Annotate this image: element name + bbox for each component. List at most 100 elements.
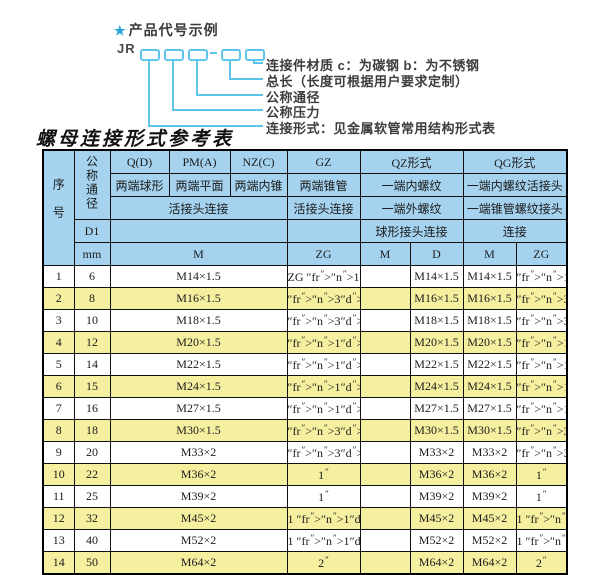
cell-qg_zg: ″fr″>″n″>1″d″>2″ — [515, 397, 568, 420]
cell-qz_m — [359, 441, 411, 464]
header-nz: NZ(C) — [229, 149, 288, 174]
cell-qz_m — [359, 485, 411, 508]
cell-dn: 16 — [73, 397, 111, 420]
cell-gz_zg: 1 ″fr″>″n″>1″d″>2″ — [286, 529, 361, 552]
header-qg-m: M — [462, 242, 517, 266]
cell-qz_m — [359, 529, 411, 552]
header-d1: D1 — [73, 219, 111, 243]
cell-qz_d: M18×1.5 — [409, 309, 464, 332]
header-qg: QG形式 — [462, 149, 568, 174]
header-qg-conn: 连接 — [462, 219, 568, 243]
header-qz-desc2: 一端外螺纹 — [359, 196, 464, 220]
cell-qg_m: M45×2 — [462, 507, 517, 530]
cell-dn: 14 — [73, 353, 111, 376]
cell-gz_zg: ″fr″>″n″>3″d″>8″ — [286, 309, 361, 332]
cell-gz_zg: 2″ — [286, 551, 361, 575]
header-qz-conn: 球形接头连接 — [359, 219, 464, 243]
cell-qz_m — [359, 287, 411, 310]
cell-qz_d: M64×2 — [409, 551, 464, 575]
cell-qz_m — [359, 331, 411, 354]
cell-m: M33×2 — [109, 441, 288, 464]
cell-dn: 8 — [73, 287, 111, 310]
connector-line — [148, 125, 263, 127]
cell-seq: 11 — [42, 485, 75, 508]
cell-gz_zg: ″fr″>″n″>1″d″>2″ — [286, 375, 361, 398]
cell-m: M36×2 — [109, 463, 288, 486]
cell-qg_zg: ″fr″>″n″>1″d″>2″ — [515, 375, 568, 398]
cell-qg_zg: ″fr″>″n″>3″d″>4″ — [515, 419, 568, 442]
cell-gz_zg: ″fr″>″n″>3″d″>8″ — [286, 287, 361, 310]
header-nz-desc: 两端内锥 — [229, 173, 288, 197]
cell-m: M64×2 — [109, 551, 288, 575]
cell-dn: 50 — [73, 551, 111, 575]
cell-dn: 22 — [73, 463, 111, 486]
cell-qg_m: M16×1.5 — [462, 287, 517, 310]
cell-qg_m: M39×2 — [462, 485, 517, 508]
cell-m: M52×2 — [109, 529, 288, 552]
connector-line — [229, 59, 231, 80]
cell-qz_m — [359, 419, 411, 442]
diagram-label-diameter: 公称通径 — [266, 90, 321, 105]
cell-qz_m — [359, 353, 411, 376]
header-m: M — [109, 242, 288, 266]
cell-qg_zg: ″fr″>″n″>3″d″>4″ — [515, 441, 568, 464]
code-box-5 — [245, 49, 265, 61]
table-title: 螺母连接形式参考表 — [36, 129, 235, 150]
cell-m: M24×1.5 — [109, 375, 288, 398]
connector-line — [253, 62, 263, 64]
table-row: 412M20×1.5″fr″>″n″>1″d″>2″M20×1.5M20×1.5… — [42, 331, 568, 354]
cell-qz_d: M45×2 — [409, 507, 464, 530]
cell-gz_zg: 1″ — [286, 463, 361, 486]
cell-qg_zg: ″fr″>″n″>1″d″>4″ — [515, 265, 568, 288]
connector-line — [172, 109, 263, 111]
header-qz-d: D — [409, 242, 464, 266]
cell-m: M27×1.5 — [109, 397, 288, 420]
cell-dn: 10 — [73, 309, 111, 332]
cell-gz_zg: 1″ — [286, 485, 361, 508]
cell-qz_d: M24×1.5 — [409, 375, 464, 398]
cell-qz_d: M22×1.5 — [409, 353, 464, 376]
header-qz-m: M — [359, 242, 411, 266]
code-prefix: JR — [117, 41, 136, 56]
code-box-2 — [164, 49, 184, 61]
cell-qz_d: M39×2 — [409, 485, 464, 508]
cell-qz_m — [359, 375, 411, 398]
header-dn: 公称通径 — [73, 149, 111, 220]
table-row: 514M22×1.5″fr″>″n″>1″d″>2″M22×1.5M22×1.5… — [42, 353, 568, 376]
cell-qz_m — [359, 397, 411, 420]
diagram-heading: ★ 产品代号示例 — [114, 20, 219, 40]
cell-gz_zg: ″fr″>″n″>1″d″>2″ — [286, 397, 361, 420]
cell-seq: 13 — [42, 529, 75, 552]
cell-qz_d: M30×1.5 — [409, 419, 464, 442]
reference-table: 序号 公称通径 Q(D) PM(A) NZ(C) GZ QZ形式 QG形式 两端… — [42, 149, 568, 575]
cell-qg_m: M14×1.5 — [462, 265, 517, 288]
cell-qg_zg: ″fr″>″n″>1″d″>2″ — [515, 331, 568, 354]
connector-line — [148, 59, 150, 127]
diagram-label-connection: 连接形式：见金属软管常用结构形式表 — [266, 121, 496, 136]
cell-qz_d: M52×2 — [409, 529, 464, 552]
cell-m: M30×1.5 — [109, 419, 288, 442]
header-gz-conn: 活接头连接 — [286, 196, 361, 220]
cell-qg_zg: 1 ″fr″>″n″>1″d″>4″ — [515, 507, 568, 530]
cell-seq: 12 — [42, 507, 75, 530]
cell-qg_zg: 1″ — [515, 463, 568, 486]
header-gz-desc: 两端锥管 — [286, 173, 361, 197]
header-qg-desc2: 一端锥管螺纹接头 — [462, 196, 568, 220]
table-row: 310M18×1.5″fr″>″n″>3″d″>8″M18×1.5M18×1.5… — [42, 309, 568, 332]
cell-qg_zg: ″fr″>″n″>3″d″>8″ — [515, 287, 568, 310]
cell-qg_zg: ″fr″>″n″>1″d″>2″ — [515, 353, 568, 376]
diagram-label-material: 连接件材质 c：为碳钢 b：为不锈钢 — [266, 58, 480, 73]
cell-qg_zg: ″fr″>″n″>3″d″>8″ — [515, 309, 568, 332]
table-row: 14 50 M64×2 2″ M64×2 M64×2 2″ — [42, 551, 568, 575]
header-gz: GZ — [286, 149, 361, 174]
cell-seq: 2 — [42, 287, 75, 310]
product-code-diagram: ★ 产品代号示例 JR 连接件材质 c：为碳钢 b：为不锈钢 总长（长度可根据用户… — [0, 0, 600, 148]
table-header: 序号 公称通径 Q(D) PM(A) NZ(C) GZ QZ形式 QG形式 两端… — [42, 149, 568, 266]
cell-seq: 9 — [42, 441, 75, 464]
cell-qg_zg: 1″ — [515, 485, 568, 508]
cell-qz_m — [359, 551, 411, 575]
cell-gz_zg: 1 ″fr″>″n″>1″d″>4″ — [286, 507, 361, 530]
